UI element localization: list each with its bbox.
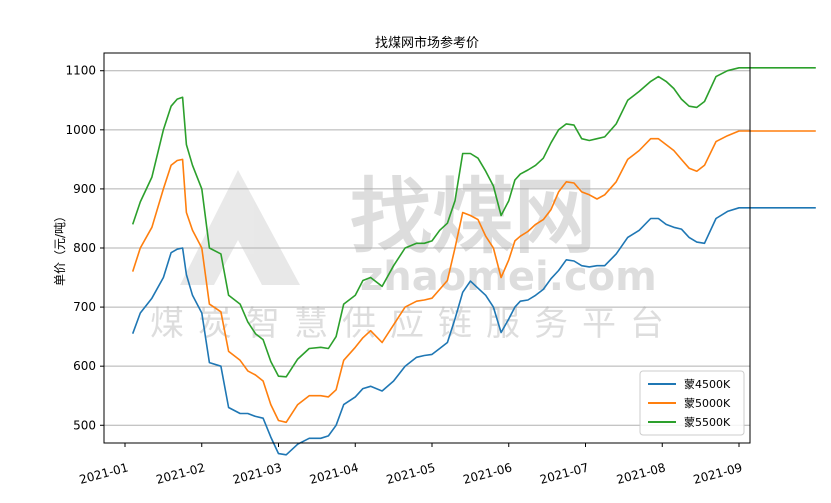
x-tick-label: 2021-06 [461, 460, 513, 487]
x-tick-label: 2021-01 [78, 460, 130, 487]
y-tick-label: 800 [73, 241, 96, 255]
y-axis: 500 600 700 800 900 1000 1100 [65, 64, 104, 432]
x-tick-label: 2021-03 [231, 460, 283, 487]
watermark-logo-icon [180, 170, 300, 285]
series-layer [131, 67, 816, 456]
x-tick-label: 2021-08 [615, 460, 667, 487]
legend: 蒙4500K 蒙5000K 蒙5500K [639, 370, 745, 436]
y-tick-label: 1100 [65, 64, 96, 78]
y-axis-label: 单价（元/吨） [53, 210, 67, 286]
chart-title: 找煤网市场参考价 [375, 35, 479, 51]
x-tick-label: 2021-02 [154, 460, 206, 487]
x-tick-label: 2021-05 [385, 460, 437, 487]
x-tick-label: 2021-04 [308, 460, 360, 487]
series-line-0 [131, 207, 816, 456]
grid [104, 70, 750, 426]
y-tick-label: 500 [73, 418, 96, 432]
y-tick-label: 600 [73, 359, 96, 373]
series-line-1 [131, 130, 816, 424]
legend-box [639, 370, 745, 436]
legend-label-0: 蒙4500K [684, 378, 731, 391]
watermark-slogan: 煤炭智慧供应链服务平台 [150, 304, 678, 344]
series-line-2 [131, 67, 816, 378]
x-tick-label: 2021-09 [692, 460, 744, 487]
y-tick-label: 700 [73, 300, 96, 314]
y-tick-label: 1000 [65, 123, 96, 137]
x-axis: 2021-01 2021-02 2021-03 2021-04 2021-05 2021-… [78, 443, 744, 487]
x-tick-label: 2021-07 [538, 460, 590, 487]
legend-label-1: 蒙5000K [684, 397, 731, 410]
y-tick-label: 900 [73, 182, 96, 196]
watermark: 找煤网 zhaomei.com 煤炭智慧供应链服务平台 [150, 170, 678, 344]
legend-label-2: 蒙5500K [684, 416, 731, 429]
